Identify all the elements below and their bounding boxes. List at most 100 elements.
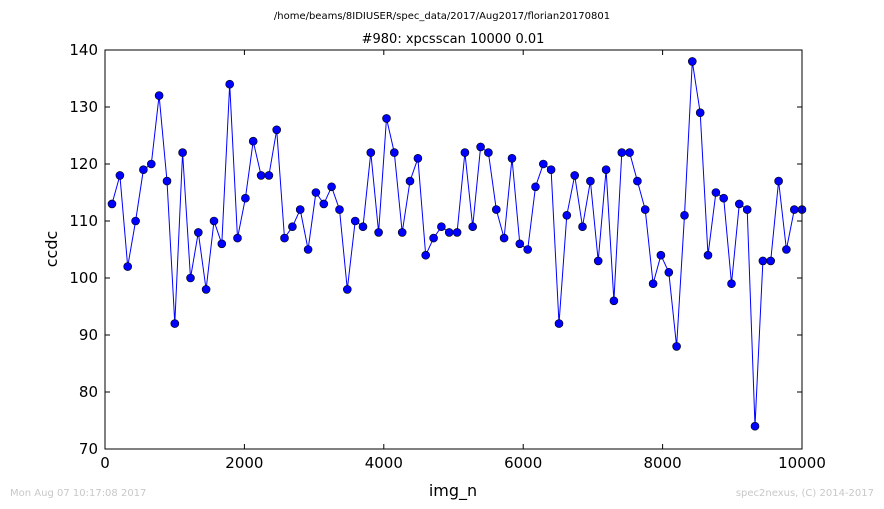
- data-point: [476, 142, 485, 152]
- data-point: [742, 205, 752, 214]
- data-point: [264, 171, 274, 180]
- data-point: [272, 125, 282, 135]
- data-point: [782, 245, 791, 254]
- x-tick-label: 8000: [644, 454, 682, 472]
- x-tick-label: 10000: [778, 454, 826, 472]
- y-tick-label: 110: [69, 212, 98, 230]
- y-axis: 70 80 90 100 110 120 130 140: [69, 41, 802, 458]
- data-point: [421, 250, 431, 260]
- data-point: [633, 176, 642, 186]
- data-point: [327, 182, 336, 192]
- data-point: [123, 262, 132, 271]
- x-tick-label: 6000: [504, 454, 542, 472]
- data-point: [617, 148, 627, 157]
- data-point: [640, 205, 650, 214]
- data-point: [664, 267, 674, 277]
- data-point: [154, 91, 164, 100]
- data-point: [358, 222, 368, 231]
- data-point: [397, 228, 407, 237]
- y-tick-label: 70: [79, 440, 98, 458]
- y-tick-label: 80: [79, 383, 98, 401]
- data-point: [241, 193, 250, 203]
- y-tick-label: 140: [69, 41, 98, 59]
- data-point: [413, 154, 423, 163]
- plot-frame: [104, 49, 803, 450]
- x-tick-label: 0: [100, 454, 110, 472]
- data-point: [578, 222, 587, 231]
- data-point: [766, 256, 776, 266]
- data-point: [288, 222, 297, 231]
- data-point: [429, 233, 438, 243]
- data-point: [656, 250, 666, 260]
- data-point: [538, 159, 548, 169]
- data-point: [162, 176, 172, 186]
- data-point: [303, 245, 313, 254]
- data-point: [405, 176, 415, 186]
- data-point: [562, 211, 572, 220]
- x-axis-label: img_n: [429, 481, 477, 501]
- data-point: [554, 319, 564, 328]
- data-point: [107, 199, 117, 209]
- data-point: [342, 285, 352, 294]
- data-point: [468, 222, 478, 231]
- y-tick-label: 90: [79, 326, 98, 344]
- data-point: [280, 233, 289, 243]
- data-point: [727, 279, 736, 289]
- data-point: [382, 114, 391, 123]
- footer-credit: spec2nexus, (C) 2014-2017: [735, 488, 874, 499]
- data-point: [546, 165, 556, 174]
- data-point: [523, 245, 533, 254]
- data-point: [687, 57, 697, 66]
- data-point: [225, 79, 234, 89]
- data-point: [593, 256, 603, 266]
- data-point: [170, 319, 180, 328]
- data-point: [319, 199, 329, 209]
- data-point: [491, 205, 501, 214]
- x-tick-label: 4000: [365, 454, 403, 472]
- data-point: [570, 171, 580, 180]
- data-point: [719, 193, 729, 203]
- data-point: [194, 228, 203, 237]
- data-point: [758, 256, 768, 266]
- data-point: [515, 239, 525, 249]
- data-point: [586, 176, 595, 186]
- data-point: [335, 205, 344, 214]
- chart-title: #980: xpcsscan 10000 0.01: [362, 32, 545, 47]
- data-point: [601, 165, 611, 174]
- data-point: [452, 228, 462, 237]
- x-axis: 0 2000 4000 6000 8000 10000: [100, 50, 826, 472]
- y-tick-label: 120: [69, 155, 98, 173]
- data-point: [366, 148, 376, 157]
- y-tick-label: 100: [69, 269, 98, 287]
- data-point: [531, 182, 540, 192]
- data-point: [217, 239, 227, 249]
- data-point: [131, 216, 140, 226]
- data-point: [703, 250, 713, 260]
- data-point: [256, 171, 266, 180]
- data-point: [209, 216, 219, 226]
- data-point: [695, 108, 705, 117]
- data-point: [147, 159, 156, 169]
- data-point: [350, 216, 360, 226]
- data-point: [711, 188, 721, 197]
- data-point: [311, 188, 321, 197]
- data-point: [437, 222, 446, 231]
- data-point: [115, 171, 125, 180]
- data-point: [389, 148, 399, 157]
- data-point: [625, 148, 634, 157]
- data-point: [248, 136, 258, 146]
- y-tick-label: 130: [69, 98, 98, 116]
- data-point: [789, 205, 799, 214]
- data-point: [499, 233, 509, 243]
- chart-suptitle: /home/beams/8IDIUSER/spec_data/2017/Aug2…: [274, 11, 610, 22]
- data-point: [507, 154, 517, 163]
- data-point: [178, 148, 187, 157]
- plot-area: [107, 57, 807, 431]
- data-point: [609, 296, 619, 306]
- data-point: [139, 165, 148, 174]
- data-point: [750, 421, 760, 431]
- data-point: [233, 233, 242, 243]
- data-point: [186, 273, 195, 283]
- data-point: [201, 285, 211, 294]
